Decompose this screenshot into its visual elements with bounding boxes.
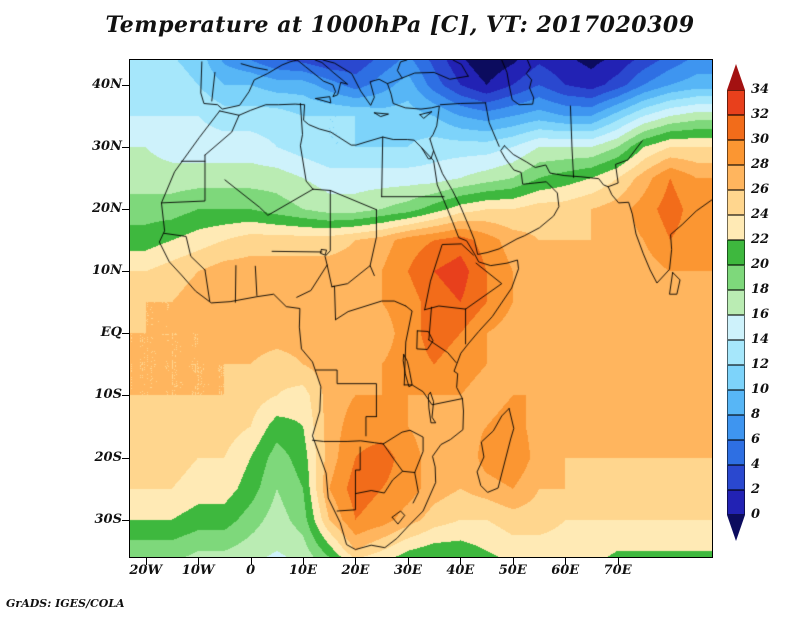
x-tick-mark xyxy=(250,558,252,565)
colorbar-label-8: 8 xyxy=(751,407,761,422)
colorbar-label-22: 22 xyxy=(751,232,770,247)
x-tick-mark xyxy=(355,558,357,565)
colorbar-label-24: 24 xyxy=(751,207,770,222)
y-tick-mark xyxy=(122,271,129,273)
y-tick-label-30S: 30S xyxy=(94,511,122,527)
colorbar-label-26: 26 xyxy=(751,182,770,197)
y-tick-mark xyxy=(122,395,129,397)
x-tick-label-20E: 20E xyxy=(341,563,370,578)
x-tick-mark xyxy=(512,558,514,565)
colorbar-label-32: 32 xyxy=(751,107,770,122)
colorbar-cell xyxy=(727,365,745,390)
x-tick-label-40E: 40E xyxy=(446,563,475,578)
colorbar-arrow-below xyxy=(727,515,745,541)
colorbar-label-12: 12 xyxy=(751,357,770,372)
x-tick-label-70E: 70E xyxy=(603,563,632,578)
x-tick-label-0: 0 xyxy=(246,563,256,578)
colorbar-cell xyxy=(727,415,745,440)
y-tick-mark xyxy=(122,333,129,335)
x-tick-label-10E: 10E xyxy=(289,563,318,578)
colorbar-label-2: 2 xyxy=(751,482,761,497)
colorbar-label-14: 14 xyxy=(751,332,770,347)
colorbar-label-0: 0 xyxy=(751,507,761,522)
grads-credit: GrADS: IGES/COLA xyxy=(6,597,125,610)
x-tick-label-20W: 20W xyxy=(129,563,163,578)
x-tick-label-30E: 30E xyxy=(393,563,422,578)
x-tick-mark xyxy=(145,558,147,565)
colorbar-cell xyxy=(727,190,745,215)
map-canvas xyxy=(130,60,712,557)
y-tick-label-30N: 30N xyxy=(92,138,122,154)
colorbar-cell xyxy=(727,340,745,365)
colorbar-label-16: 16 xyxy=(751,307,770,322)
x-tick-mark xyxy=(407,558,409,565)
x-tick-label-10W: 10W xyxy=(181,563,215,578)
y-tick-label-EQ: EQ xyxy=(100,325,122,341)
colorbar-label-20: 20 xyxy=(751,257,770,272)
y-tick-label-20N: 20N xyxy=(92,201,122,217)
colorbar-cell xyxy=(727,165,745,190)
y-tick-mark xyxy=(122,457,129,459)
colorbar-label-28: 28 xyxy=(751,157,770,172)
y-tick-label-20S: 20S xyxy=(94,449,122,465)
map-plot-frame xyxy=(129,59,713,558)
colorbar-cell xyxy=(727,215,745,240)
x-tick-mark xyxy=(565,558,567,565)
colorbar-label-10: 10 xyxy=(751,382,770,397)
x-tick-mark xyxy=(303,558,305,565)
colorbar-label-34: 34 xyxy=(751,82,770,97)
colorbar-label-4: 4 xyxy=(751,457,761,472)
colorbar-cell xyxy=(727,265,745,290)
colorbar-cell xyxy=(727,440,745,465)
colorbar-label-6: 6 xyxy=(751,432,761,447)
colorbar-cell xyxy=(727,290,745,315)
x-tick-label-60E: 60E xyxy=(551,563,580,578)
y-tick-mark xyxy=(122,209,129,211)
colorbar-arrow-above xyxy=(727,64,745,90)
y-tick-mark xyxy=(122,519,129,521)
colorbar-label-18: 18 xyxy=(751,282,770,297)
colorbar: 34 32 30 28 26 24 22 20 18 16 14 12 10 8 6 4 2 0 xyxy=(727,64,769,541)
x-tick-mark xyxy=(460,558,462,565)
x-tick-mark xyxy=(617,558,619,565)
colorbar-cell xyxy=(727,90,745,115)
y-tick-label-10S: 10S xyxy=(94,387,122,403)
colorbar-cell xyxy=(727,390,745,415)
y-tick-mark xyxy=(122,146,129,148)
x-tick-mark xyxy=(198,558,200,565)
x-tick-label-50E: 50E xyxy=(498,563,527,578)
chart-title: Temperature at 1000hPa [C], VT: 20170203… xyxy=(105,12,695,38)
colorbar-cell xyxy=(727,315,745,340)
colorbar-cell xyxy=(727,490,745,515)
y-tick-mark xyxy=(122,84,129,86)
colorbar-cell xyxy=(727,115,745,140)
colorbar-cell xyxy=(727,465,745,490)
y-tick-label-40N: 40N xyxy=(92,76,122,92)
colorbar-cell xyxy=(727,140,745,165)
colorbar-label-30: 30 xyxy=(751,132,770,147)
y-tick-label-10N: 10N xyxy=(92,263,122,279)
colorbar-cell xyxy=(727,240,745,265)
